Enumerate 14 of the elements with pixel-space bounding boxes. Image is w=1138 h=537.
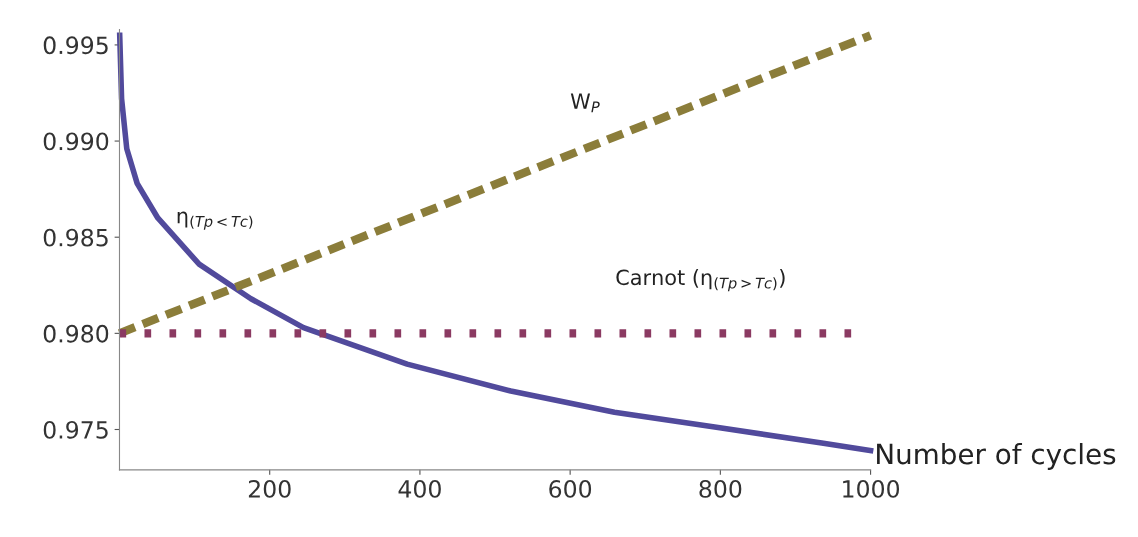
annotation: η$_{(Tp<Tc)}$ xyxy=(177,211,253,230)
x-axis-title: Number of cycles xyxy=(877,442,1116,470)
annotation: Carnot (η$_{(Tp>Tc)}$) xyxy=(616,269,785,292)
y-tick-label: 0.985 xyxy=(43,228,108,247)
y-tick-label: 0.975 xyxy=(43,420,108,439)
annotation: W$_{P}$ xyxy=(570,93,600,113)
x-tick-label: 600 xyxy=(549,480,592,498)
x-tick-label: 800 xyxy=(699,480,742,498)
x-tick-label: 200 xyxy=(248,480,291,498)
x-tick-label: 1000 xyxy=(843,480,900,498)
y-tick-label: 0.995 xyxy=(43,36,108,55)
y-tick-label: 0.980 xyxy=(43,324,109,343)
y-tick-label: 0.990 xyxy=(43,132,109,151)
x-tick-label: 400 xyxy=(398,480,441,498)
